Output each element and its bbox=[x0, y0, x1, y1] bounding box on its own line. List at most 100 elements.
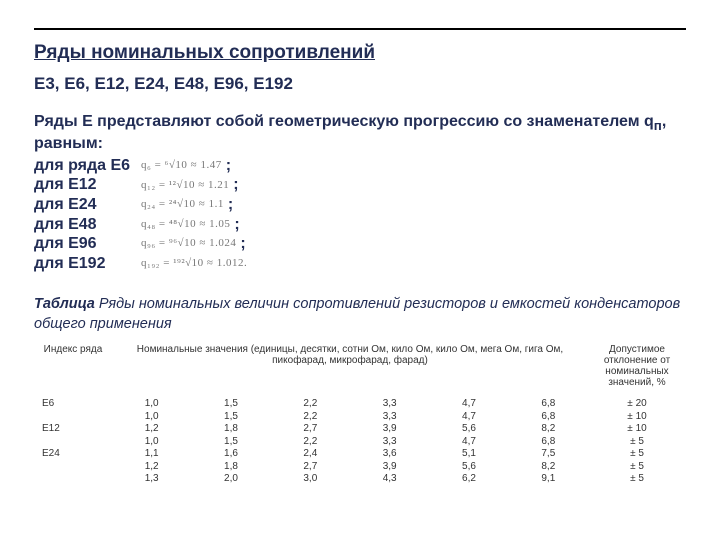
cell-index bbox=[34, 411, 112, 424]
cell-val: 1,0 bbox=[112, 411, 191, 424]
cell-val: 6,2 bbox=[429, 473, 508, 486]
cell-tol: ± 10 bbox=[588, 423, 686, 436]
table-caption: Таблица Ряды номинальных величин сопроти… bbox=[34, 295, 686, 334]
values-table: Индекс ряда Номинальные значения (единиц… bbox=[34, 340, 686, 486]
table-body: Е61,01,52,23,34,76,8± 201,01,52,23,34,76… bbox=[34, 398, 686, 486]
ratio-formula: q₂₄ = ²⁴√10 ≈ 1.1 bbox=[141, 198, 224, 211]
cell-val: 2,0 bbox=[191, 473, 270, 486]
cell-val: 4,7 bbox=[429, 436, 508, 449]
cell-val: 2,2 bbox=[271, 411, 350, 424]
cell-val: 6,8 bbox=[509, 436, 588, 449]
ratio-list: для ряда Е6q₆ = ⁶√10 ≈ 1.47;для Е12q₁₂ =… bbox=[34, 156, 686, 273]
cell-val: 1,3 bbox=[112, 473, 191, 486]
cell-val: 5,1 bbox=[429, 448, 508, 461]
cell-val: 2,2 bbox=[271, 436, 350, 449]
cell-val: 6,8 bbox=[509, 398, 588, 411]
cell-val: 7,5 bbox=[509, 448, 588, 461]
ratio-label: для Е192 bbox=[34, 254, 139, 274]
ratio-row: для Е192q₁₉₂ = ¹⁹²√10 ≈ 1.012. bbox=[34, 254, 686, 274]
table-row: 1,32,03,04,36,29,1± 5 bbox=[34, 473, 686, 486]
cell-val: 6,8 bbox=[509, 411, 588, 424]
cell-val: 4,7 bbox=[429, 411, 508, 424]
ratio-formula: q₁₉₂ = ¹⁹²√10 ≈ 1.012. bbox=[141, 257, 247, 270]
cell-val: 5,6 bbox=[429, 461, 508, 474]
cell-val: 1,2 bbox=[112, 423, 191, 436]
table-row: Е121,21,82,73,95,68,2± 10 bbox=[34, 423, 686, 436]
cell-tol: ± 5 bbox=[588, 436, 686, 449]
th-tolerance: Допустимое отклонение от номинальных зна… bbox=[588, 340, 686, 398]
page-title: Ряды номинальных сопротивлений bbox=[34, 42, 686, 64]
ratio-row: для Е96q₉₆ = ⁹⁶√10 ≈ 1.024; bbox=[34, 234, 686, 254]
cell-val: 1,1 bbox=[112, 448, 191, 461]
cell-val: 1,6 bbox=[191, 448, 270, 461]
series-list: Е3, Е6, Е12, Е24, Е48, Е96, Е192 bbox=[34, 74, 686, 94]
cell-val: 1,0 bbox=[112, 436, 191, 449]
cell-val: 9,1 bbox=[509, 473, 588, 486]
table-row: 1,01,52,23,34,76,8± 10 bbox=[34, 411, 686, 424]
ratio-formula: q₆ = ⁶√10 ≈ 1.47 bbox=[141, 159, 222, 172]
intro-sub: п bbox=[654, 118, 662, 133]
ratio-row: для Е48q₄₈ = ⁴⁸√10 ≈ 1.05; bbox=[34, 215, 686, 235]
cell-val: 8,2 bbox=[509, 461, 588, 474]
cell-val: 1,0 bbox=[112, 398, 191, 411]
cell-tol: ± 5 bbox=[588, 448, 686, 461]
ratio-semi: ; bbox=[234, 215, 239, 235]
cell-val: 5,6 bbox=[429, 423, 508, 436]
cell-val: 2,4 bbox=[271, 448, 350, 461]
cell-index: Е24 bbox=[34, 448, 112, 461]
table-row: 1,21,82,73,95,68,2± 5 bbox=[34, 461, 686, 474]
cell-val: 3,3 bbox=[350, 411, 429, 424]
ratio-formula: q₁₂ = ¹²√10 ≈ 1.21 bbox=[141, 179, 229, 192]
cell-val: 2,7 bbox=[271, 423, 350, 436]
th-index: Индекс ряда bbox=[34, 340, 112, 398]
table-title-rest: Ряды номинальных величин сопротивлений р… bbox=[34, 296, 680, 332]
cell-tol: ± 5 bbox=[588, 473, 686, 486]
cell-val: 4,7 bbox=[429, 398, 508, 411]
cell-val: 2,2 bbox=[271, 398, 350, 411]
ratio-label: для Е96 bbox=[34, 234, 139, 254]
cell-val: 8,2 bbox=[509, 423, 588, 436]
cell-val: 2,7 bbox=[271, 461, 350, 474]
cell-index bbox=[34, 461, 112, 474]
cell-val: 1,5 bbox=[191, 398, 270, 411]
table-title-lead: Таблица bbox=[34, 296, 95, 312]
cell-tol: ± 20 bbox=[588, 398, 686, 411]
ratio-label: для Е12 bbox=[34, 175, 139, 195]
ratio-label: для Е24 bbox=[34, 195, 139, 215]
table-row: Е61,01,52,23,34,76,8± 20 bbox=[34, 398, 686, 411]
ratio-semi: ; bbox=[228, 195, 233, 215]
ratio-formula: q₄₈ = ⁴⁸√10 ≈ 1.05 bbox=[141, 218, 230, 231]
cell-index bbox=[34, 473, 112, 486]
cell-tol: ± 10 bbox=[588, 411, 686, 424]
ratio-semi: ; bbox=[226, 156, 231, 176]
cell-val: 1,5 bbox=[191, 436, 270, 449]
cell-val: 4,3 bbox=[350, 473, 429, 486]
cell-index bbox=[34, 436, 112, 449]
page-frame: Ряды номинальных сопротивлений Е3, Е6, Е… bbox=[34, 28, 686, 486]
cell-index: Е6 bbox=[34, 398, 112, 411]
cell-index: Е12 bbox=[34, 423, 112, 436]
ratio-semi: ; bbox=[233, 175, 238, 195]
ratio-row: для ряда Е6q₆ = ⁶√10 ≈ 1.47; bbox=[34, 156, 686, 176]
cell-val: 1,8 bbox=[191, 423, 270, 436]
cell-val: 3,3 bbox=[350, 436, 429, 449]
cell-val: 1,2 bbox=[112, 461, 191, 474]
cell-val: 3,9 bbox=[350, 461, 429, 474]
cell-val: 1,5 bbox=[191, 411, 270, 424]
cell-val: 3,3 bbox=[350, 398, 429, 411]
cell-val: 3,0 bbox=[271, 473, 350, 486]
cell-val: 3,6 bbox=[350, 448, 429, 461]
table-row: Е241,11,62,43,65,17,5± 5 bbox=[34, 448, 686, 461]
ratio-semi: ; bbox=[240, 234, 245, 254]
ratio-label: для ряда Е6 bbox=[34, 156, 139, 176]
ratio-row: для Е24q₂₄ = ²⁴√10 ≈ 1.1; bbox=[34, 195, 686, 215]
th-values: Номинальные значения (единицы, десятки, … bbox=[112, 340, 588, 398]
intro-text-1: Ряды Е представляют собой геометрическую… bbox=[34, 113, 654, 130]
ratio-formula: q₉₆ = ⁹⁶√10 ≈ 1.024 bbox=[141, 237, 236, 250]
cell-tol: ± 5 bbox=[588, 461, 686, 474]
ratio-label: для Е48 bbox=[34, 215, 139, 235]
cell-val: 1,8 bbox=[191, 461, 270, 474]
cell-val: 3,9 bbox=[350, 423, 429, 436]
intro-line: Ряды Е представляют собой геометрическую… bbox=[34, 112, 686, 154]
ratio-row: для Е12q₁₂ = ¹²√10 ≈ 1.21; bbox=[34, 175, 686, 195]
